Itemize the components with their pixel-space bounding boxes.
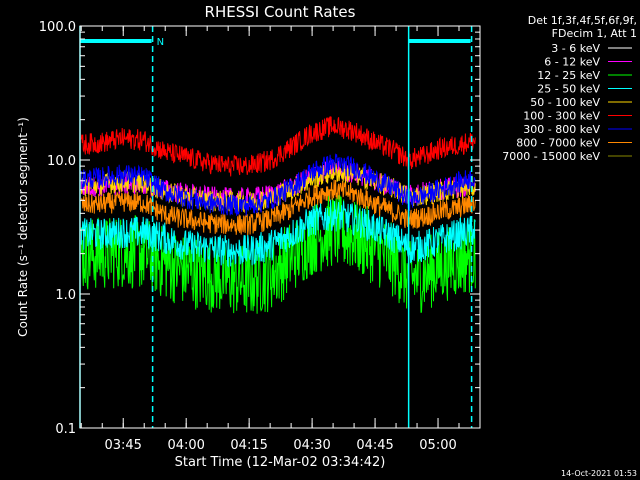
x-axis-ticks: 03:45 04:00 04:15 04:30 04:45 05:00 (80, 26, 481, 453)
legend-label: 3 - 6 keV (551, 42, 600, 55)
legend-header-line-2: FDecim 1, Att 1 (552, 27, 637, 40)
footer-timestamp: 14-Oct-2021 01:53 (561, 469, 637, 478)
night-interval-bar (80, 39, 152, 43)
x-tick-label: 04:00 (167, 438, 204, 453)
x-tick-label: 05:00 (419, 438, 456, 453)
legend-label: 50 - 100 keV (530, 96, 600, 109)
y-tick-label: 10.0 (47, 154, 76, 169)
x-axis-label: Start Time (12-Mar-02 03:34:42) (175, 455, 386, 470)
legend: Det 1f,3f,4f,5f,6f,9f, FDecim 1, Att 1 3… (502, 14, 637, 163)
series-line-300-800kev (80, 152, 476, 216)
y-tick-label: 0.1 (55, 422, 76, 437)
y-tick-label: 100.0 (39, 20, 76, 35)
series-line-100-300kev (80, 116, 476, 177)
series-line-12-25kev (80, 194, 476, 314)
legend-label: 300 - 800 keV (523, 123, 600, 136)
legend-label: 12 - 25 keV (537, 69, 600, 82)
legend-label: 6 - 12 keV (544, 56, 600, 69)
legend-header-line-1: Det 1f,3f,4f,5f,6f,9f, (528, 14, 637, 27)
legend-label: 800 - 7000 keV (516, 137, 600, 150)
x-tick-label: 04:45 (356, 438, 393, 453)
x-tick-label: 04:15 (230, 438, 267, 453)
legend-label: 7000 - 15000 keV (502, 150, 600, 163)
legend-label: 25 - 50 keV (537, 83, 600, 96)
legend-label: 100 - 300 keV (523, 110, 600, 123)
x-tick-label: 03:45 (104, 438, 141, 453)
night-interval-bar (408, 39, 471, 43)
night-flag-label: N (157, 37, 164, 48)
y-axis-label: Count Rate (s⁻¹ detector segment⁻¹) (16, 117, 30, 337)
plot-frame (79, 25, 481, 429)
y-axis-ticks: 100.0 10.0 1.0 0.1 (39, 20, 480, 437)
series-line-800-7000kev (80, 179, 476, 236)
chart-title: RHESSI Count Rates (205, 3, 356, 21)
x-tick-label: 04:30 (293, 438, 330, 453)
series-layer (80, 116, 476, 334)
y-tick-label: 1.0 (55, 288, 76, 303)
series-line-25-50kev (80, 199, 476, 268)
